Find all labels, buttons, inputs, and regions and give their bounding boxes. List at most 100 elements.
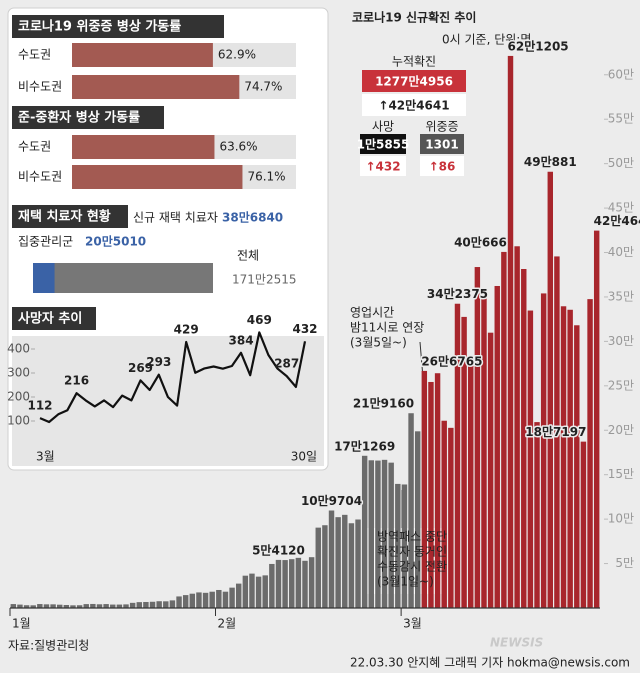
bar [395, 483, 401, 608]
bar [454, 303, 461, 608]
annotation: 수동감시 전환 [377, 560, 447, 574]
bar [481, 296, 487, 608]
y-tick-label: 300 [7, 366, 30, 380]
section-title: 재택 치료자 현황 [18, 209, 111, 225]
value-label: 287 [274, 357, 299, 371]
bar [262, 575, 268, 608]
bar [83, 604, 89, 608]
bar [196, 592, 202, 608]
bar [494, 285, 500, 608]
bar [468, 356, 474, 608]
stat-box [360, 134, 406, 154]
bar [222, 591, 229, 608]
bar [103, 604, 109, 608]
bar [269, 563, 275, 608]
bar [123, 604, 129, 608]
line [39, 331, 307, 424]
bar [216, 589, 222, 608]
section-title: 준-중환자 병상 가동률 [18, 110, 140, 126]
category-label: 수도권 [18, 48, 51, 62]
bar [176, 596, 182, 608]
bar [554, 256, 560, 608]
bar [149, 601, 156, 608]
stat-label: 위중증 [425, 120, 458, 134]
bar [507, 55, 514, 609]
y-tick-label: 15만 [608, 467, 634, 481]
bar [574, 325, 580, 608]
source: 자료:질병관리청 [8, 639, 89, 653]
bar [361, 455, 368, 608]
bar [560, 306, 567, 608]
value-label: 49만881 [524, 154, 577, 169]
stat-box [362, 94, 466, 116]
bar [335, 517, 341, 608]
bar [401, 484, 408, 608]
bar-segment [33, 263, 55, 293]
section-header [12, 307, 96, 330]
annotation: (3월1일~) [377, 575, 434, 589]
value-label: 17만1269 [334, 438, 395, 453]
section-header [12, 15, 224, 38]
value-label: 76.1% [247, 170, 285, 184]
stat-label: 사망 [372, 120, 394, 134]
value-label: 384 [229, 333, 254, 347]
bar [328, 510, 335, 608]
bar [342, 514, 348, 608]
bar [461, 316, 467, 608]
bar [17, 604, 23, 608]
bar [72, 75, 240, 99]
value-label: 40만666 [454, 234, 507, 249]
stat-change: ↑86 [429, 160, 456, 174]
x-tick-label: 3월 [403, 617, 422, 631]
bar [189, 593, 196, 608]
bar [10, 604, 17, 608]
bar [57, 604, 63, 608]
bar [587, 299, 593, 608]
chart-subtitle: 0시 기준, 단위:명 [442, 33, 531, 47]
section-header [12, 205, 128, 228]
value-label: 42만4641 [594, 213, 640, 228]
bar [580, 441, 587, 608]
annotation: (3월5일~) [350, 336, 407, 350]
bar [567, 309, 573, 608]
section-title: 사망자 추이 [18, 311, 82, 327]
total-name: 전체 [237, 249, 259, 263]
bar [209, 591, 215, 608]
bar [408, 413, 414, 608]
line-chart-bg [12, 336, 324, 466]
annotation: 확진자 동거인 [377, 545, 447, 559]
bar [235, 583, 242, 608]
x-tick-label: 30일 [291, 450, 317, 464]
y-tick-label: 30만 [608, 334, 634, 348]
watermark: NEWSIS [490, 636, 543, 650]
value-label: 62.9% [218, 48, 256, 62]
value-label: 269 [128, 361, 153, 375]
bar [156, 601, 162, 608]
bar [50, 604, 56, 608]
segment-name: 집중관리군 [18, 235, 73, 249]
bar [534, 422, 540, 608]
bar [315, 527, 321, 608]
bar [474, 267, 481, 608]
bar [229, 587, 235, 608]
y-tick-label: 5만 [615, 556, 634, 570]
bar [547, 171, 553, 608]
stat-value: 1277만4956 [375, 74, 453, 89]
stat-change: ↑42만4641 [378, 98, 449, 113]
bar [448, 427, 454, 608]
annotation: 영업시간 [350, 306, 394, 320]
stat-value: 1301 [425, 138, 458, 152]
bar [37, 604, 43, 608]
bar [242, 575, 249, 608]
bar [375, 460, 381, 608]
bar [527, 310, 534, 608]
bar [308, 557, 315, 608]
bar [540, 293, 547, 608]
stat-box [420, 134, 464, 154]
bar [282, 560, 288, 608]
y-tick-label: 60만 [608, 67, 634, 81]
bar [414, 431, 421, 608]
y-tick-label: 100 [7, 414, 30, 428]
stat-box [360, 156, 406, 176]
section-title: 코로나19 위중증 병상 가동률 [18, 19, 181, 35]
